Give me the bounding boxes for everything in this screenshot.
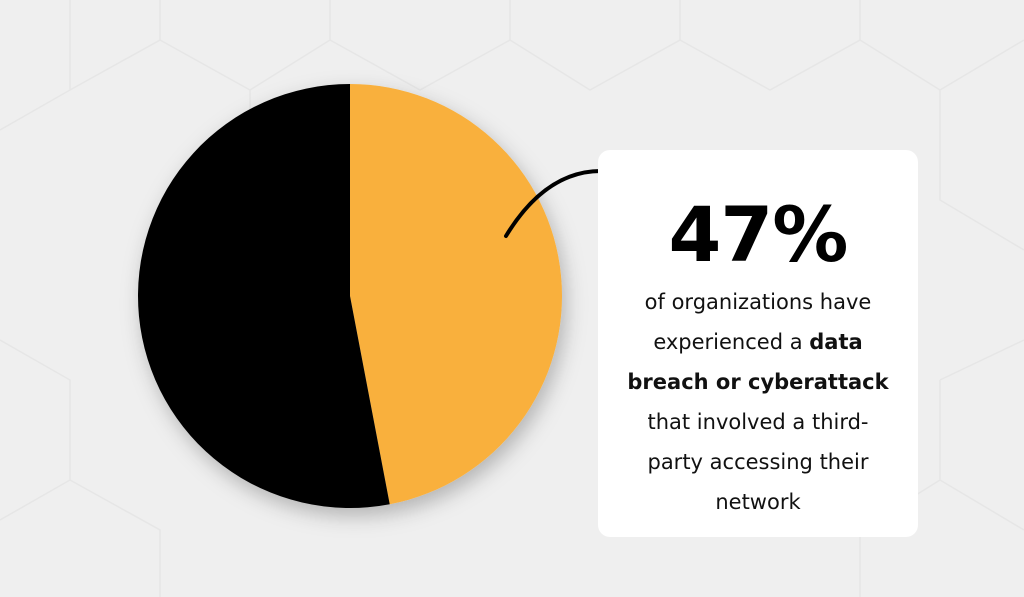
- description-text: that involved a third-party accessing th…: [647, 410, 869, 514]
- stat-description: of organizations have experienced a data…: [620, 282, 896, 522]
- stat-card: 47% of organizations have experienced a …: [598, 150, 918, 537]
- description-bold: data breach or cyberattack: [627, 330, 889, 394]
- pie: [138, 84, 563, 508]
- stat-value: 47%: [668, 190, 849, 279]
- pie-slice: [138, 84, 390, 508]
- pie-slice: [350, 84, 563, 505]
- description-text: of organizations have experienced a: [644, 290, 872, 354]
